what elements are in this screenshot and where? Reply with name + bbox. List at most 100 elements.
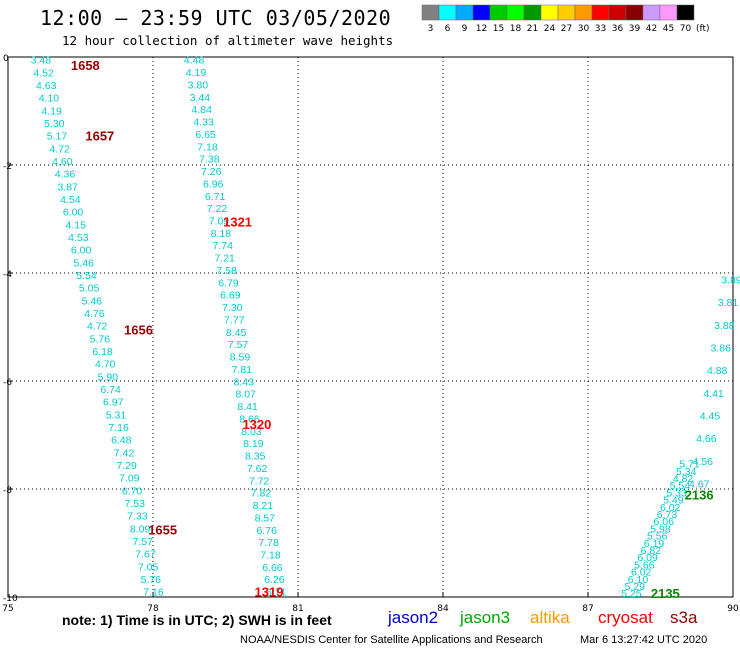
time-label: 2135 xyxy=(651,586,680,601)
x-tick-label: 81 xyxy=(292,604,303,614)
wave-height-value: 5.05 xyxy=(79,283,100,295)
legend-label: 6 xyxy=(445,24,451,34)
wave-height-value: 6.19 xyxy=(644,538,665,550)
wave-height-value: 5.29 xyxy=(625,581,646,593)
wave-height-value: 7.26 xyxy=(201,166,222,178)
legend-label: 3 xyxy=(428,24,434,34)
wave-height-value: 3.89 xyxy=(721,274,740,286)
wave-height-value: 5.90 xyxy=(98,371,119,383)
legend-label: 36 xyxy=(612,24,624,34)
wave-height-value: 7.09 xyxy=(119,473,140,485)
satellite-label-cryosat: cryosat xyxy=(598,608,653,627)
wave-height-value: 5.25 xyxy=(621,588,642,600)
wave-height-value: 5.98 xyxy=(650,523,671,535)
legend-swatch xyxy=(625,4,644,21)
wave-height-value: 4.10 xyxy=(39,93,60,105)
wave-height-value: 6.76 xyxy=(256,525,277,537)
chart-subtitle: 12 hour collection of altimeter wave hei… xyxy=(62,33,394,48)
wave-height-value: 6.96 xyxy=(203,178,224,190)
wave-height-value: 5.66 xyxy=(634,559,655,571)
footer-date: Mar 6 13:27:42 UTC 2020 xyxy=(580,634,708,646)
wave-height-value: 8.19 xyxy=(243,438,264,450)
wave-height-value: 6.66 xyxy=(262,562,283,574)
wave-height-value: 8.21 xyxy=(253,500,274,512)
wave-height-value: 6.82 xyxy=(641,545,662,557)
legend-swatch xyxy=(557,4,576,21)
wave-height-value: 6.10 xyxy=(628,574,649,586)
wave-height-value: 4.36 xyxy=(55,169,76,181)
wave-height-value: 7.16 xyxy=(143,587,164,599)
wave-height-value: 4.60 xyxy=(52,156,73,168)
x-tick-label: 87 xyxy=(582,604,593,614)
x-tick-label: 84 xyxy=(437,604,449,614)
satellite-label-altika: altika xyxy=(530,608,570,627)
wave-height-value: 8.43 xyxy=(234,376,255,388)
legend-swatch xyxy=(455,4,474,21)
wave-height-value: 7.67 xyxy=(135,549,156,561)
wave-height-value: 4.33 xyxy=(193,117,214,129)
wave-height-value: 7.29 xyxy=(116,460,137,472)
x-tick-label: 90 xyxy=(727,604,739,614)
legend-swatch xyxy=(540,4,559,21)
wave-height-value: 7.30 xyxy=(222,302,243,314)
wave-height-value: 3.48 xyxy=(31,55,52,67)
wave-height-value: 7.74 xyxy=(213,240,234,252)
wave-height-value: 7.62 xyxy=(247,463,268,475)
y-tick-label: -2 xyxy=(3,162,12,172)
satellite-label-s3a: s3a xyxy=(670,608,698,627)
x-tick-label: 78 xyxy=(147,604,159,614)
time-label: 2136 xyxy=(685,487,714,502)
legend-label: 18 xyxy=(510,24,522,34)
wave-height-value: 8.18 xyxy=(211,228,232,240)
wave-height-value: 6.02 xyxy=(631,567,652,579)
time-label: 1321 xyxy=(223,215,252,230)
legend-label: 21 xyxy=(527,24,538,34)
wave-height-value: 4.54 xyxy=(60,194,81,206)
wave-height-value: 6.48 xyxy=(111,435,132,447)
time-label: 1657 xyxy=(85,128,114,143)
time-label: 1655 xyxy=(148,523,177,538)
wave-height-value: 5.71 xyxy=(679,459,700,471)
wave-height-value: 4.56 xyxy=(693,456,714,468)
wave-height-value: 5.49 xyxy=(663,495,684,507)
legend-label: 30 xyxy=(578,24,590,34)
wave-height-value: 4.67 xyxy=(689,479,710,491)
plot-frame xyxy=(7,56,734,598)
chart-title: 12:00 – 23:59 UTC 03/05/2020 xyxy=(40,6,392,30)
wave-height-value: 4.82 xyxy=(673,473,694,485)
wave-height-value: 7.18 xyxy=(260,549,281,561)
wave-height-value: 7.77 xyxy=(224,314,245,326)
wave-height-value: 7.33 xyxy=(127,511,148,523)
wave-height-value: 7.42 xyxy=(114,447,135,459)
wave-height-value: 5.31 xyxy=(106,409,127,421)
legend-label: 70 xyxy=(680,24,692,34)
legend-label: 15 xyxy=(493,24,504,34)
wave-height-value: 5.34 xyxy=(676,466,697,478)
legend-label: 39 xyxy=(629,24,641,34)
wave-height-value: 4.70 xyxy=(95,359,116,371)
legend-label: 27 xyxy=(561,24,572,34)
legend-swatch xyxy=(506,4,525,21)
legend-swatch xyxy=(523,4,542,21)
wave-height-value: 5.46 xyxy=(74,257,95,269)
wave-height-value: 7.18 xyxy=(197,141,218,153)
wave-height-value: 3.86 xyxy=(711,343,732,355)
wave-height-value: 3.88 xyxy=(714,320,735,332)
legend-label: 12 xyxy=(476,24,487,34)
legend-label: 24 xyxy=(544,24,556,34)
legend-swatch xyxy=(421,4,440,21)
color-legend: 3 6 9 12 15 18 21 24 27 30 33 36 39 42 45 70 (ft) xyxy=(421,4,710,34)
wave-height-value: 6.26 xyxy=(264,574,285,586)
wave-height-value: 7.53 xyxy=(124,498,145,510)
wave-height-value: 6.06 xyxy=(654,516,675,528)
legend-swatch xyxy=(574,4,593,21)
legend-swatch xyxy=(472,4,491,21)
y-tick-label: 0 xyxy=(3,54,9,64)
wave-height-value: 7.81 xyxy=(232,364,253,376)
wave-height-value: 6.18 xyxy=(92,346,113,358)
wave-height-value: 7.38 xyxy=(199,154,220,166)
legend-label: 42 xyxy=(646,24,657,34)
wave-height-value: 4.52 xyxy=(33,67,54,79)
wave-height-value: 7.58 xyxy=(216,265,237,277)
legend-swatch xyxy=(659,4,678,21)
